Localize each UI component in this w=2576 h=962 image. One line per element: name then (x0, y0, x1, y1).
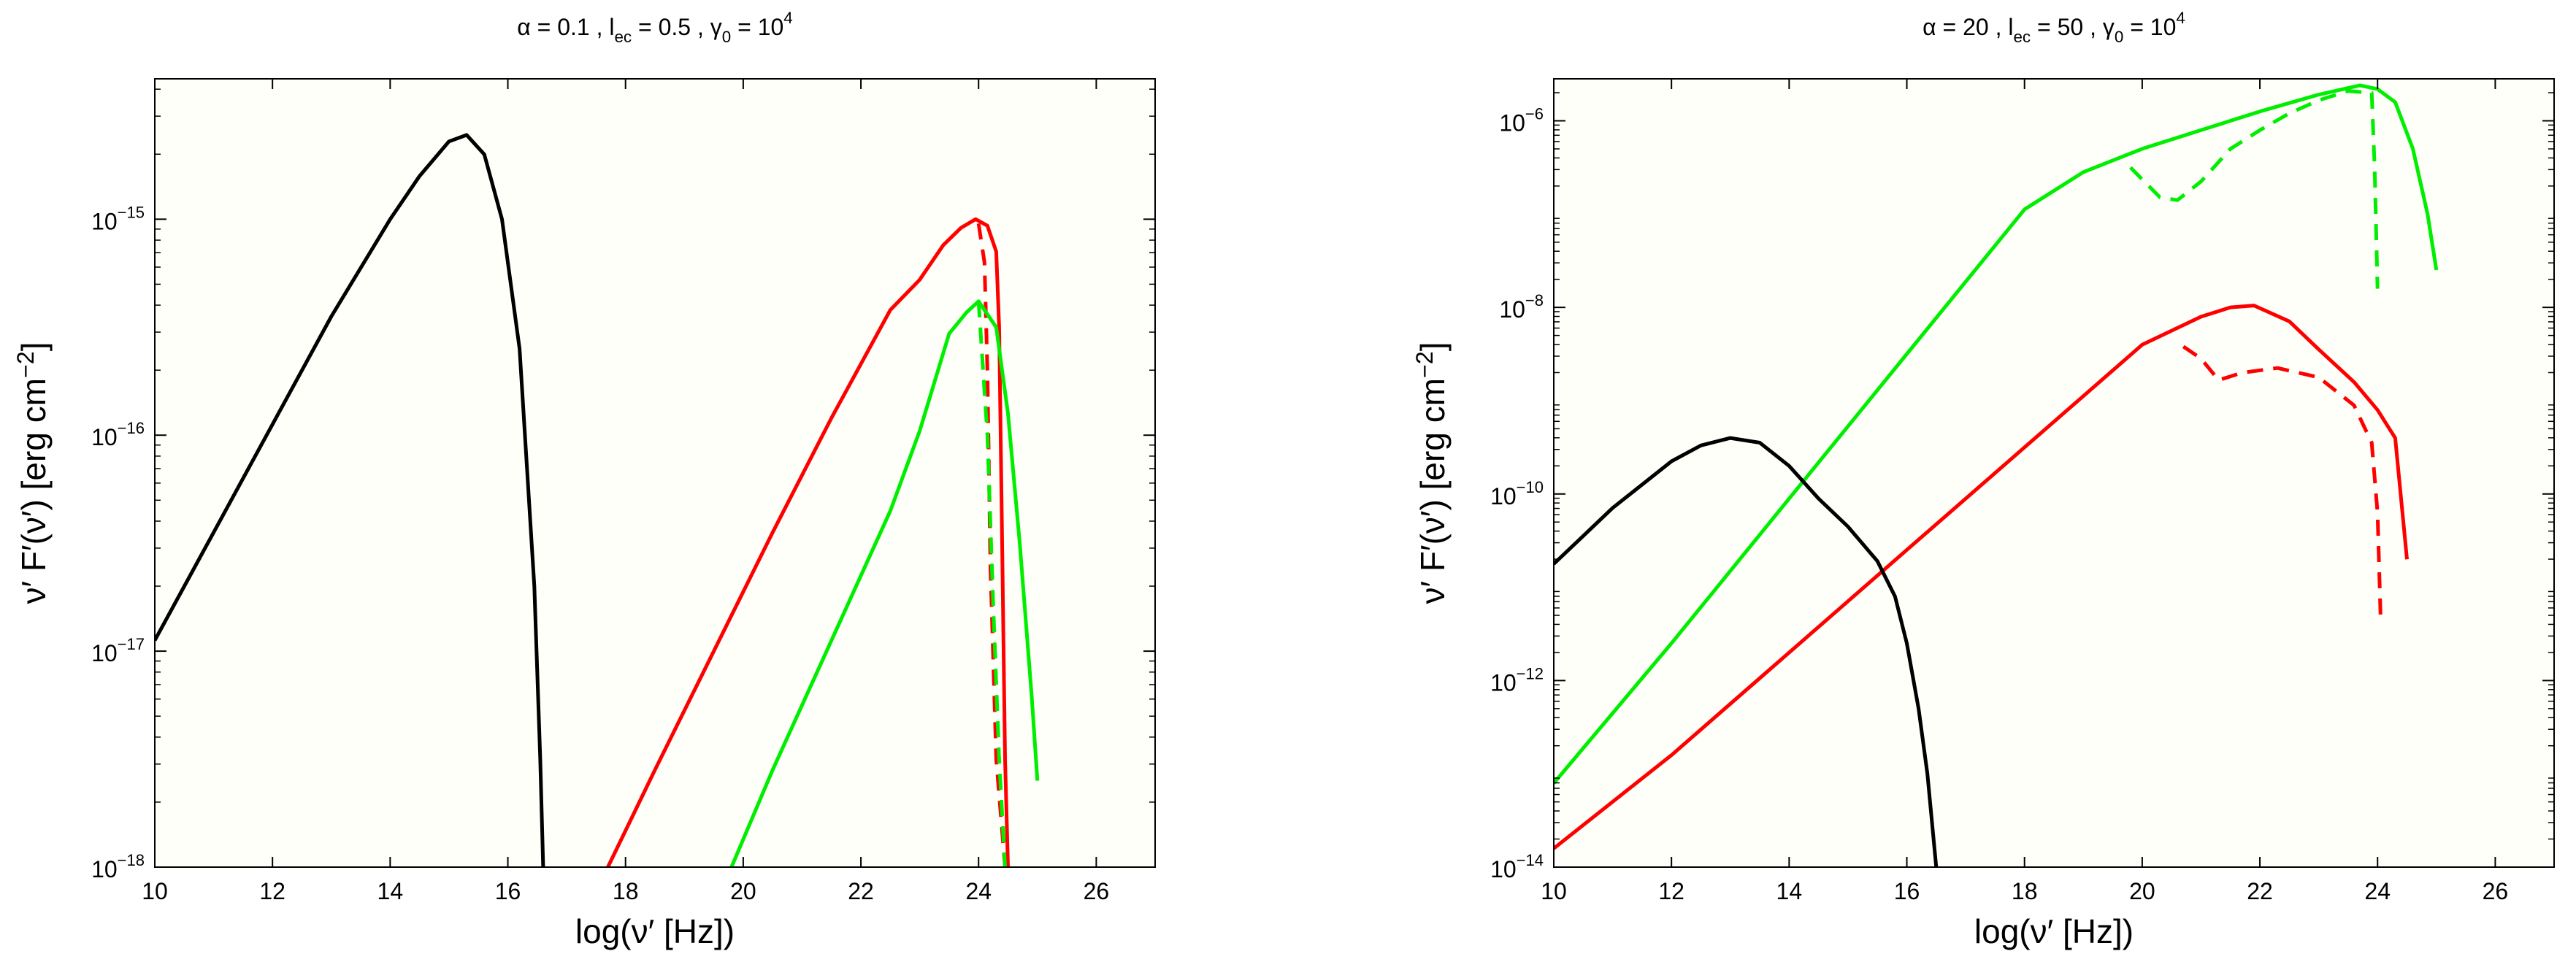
series-line-2-solid (1554, 304, 2409, 850)
series-line-0-solid (1554, 83, 2439, 785)
series-line-1-dashed (2129, 89, 2380, 289)
series-line-4-dashed (976, 301, 1007, 867)
x-tick-label: 20 (2129, 878, 2155, 904)
y-tick-exponent: −12 (1517, 664, 1544, 682)
y-axis-label-part: −2 (1411, 351, 1438, 378)
x-axis-label: log(ν′ [Hz]) (575, 912, 735, 950)
plot-frame (1553, 78, 2555, 868)
chart-title-part: 4 (2176, 9, 2185, 27)
x-tick-label: 16 (1894, 878, 1920, 904)
x-tick-label: 12 (1658, 878, 1684, 904)
x-tick-label: 20 (730, 878, 756, 904)
y-tick-base: 10 (1490, 483, 1517, 509)
chart-title-part: = 50 , γ (2031, 14, 2115, 40)
y-tick-base: 10 (1499, 296, 1525, 323)
x-tick-label: 26 (1084, 878, 1110, 904)
y-tick-label: 10−15 (91, 203, 145, 234)
x-tick-label: 18 (613, 878, 639, 904)
y-tick-label: 10−10 (1490, 478, 1544, 509)
x-tick-label: 24 (965, 878, 992, 904)
x-tick-label: 22 (2247, 878, 2273, 904)
y-tick-label: 10−12 (1490, 664, 1544, 696)
chart-title: α = 20 , lec = 50 , γ0 = 104 (1923, 9, 2185, 46)
y-axis-label-part: ν′ F′(ν′) [erg cm (15, 378, 53, 604)
y-axis-label-part: −2 (12, 351, 39, 378)
y-tick-label: 10−16 (91, 419, 145, 450)
y-tick-base: 10 (1499, 110, 1525, 136)
x-tick-label: 10 (142, 878, 168, 904)
y-tick-exponent: −6 (1525, 105, 1544, 123)
series-line-0-solid (155, 133, 545, 867)
y-tick-base: 10 (1490, 856, 1517, 882)
chart-title-part: = 10 (2123, 14, 2176, 40)
plot-frame (154, 78, 1156, 868)
y-tick-label: 10−17 (91, 635, 145, 666)
x-tick-label: 22 (848, 878, 874, 904)
chart-title-part: ec (614, 28, 632, 46)
chart-title-part: 0 (722, 28, 731, 46)
plot-area (1554, 79, 2554, 867)
chart-title-part: α = 20 , l (1923, 14, 2013, 40)
y-axis-label: ν′ F′(ν′) [erg cm−2] (1411, 342, 1452, 604)
y-tick-label: 10−14 (1490, 851, 1544, 882)
series-line-4-solid (1554, 436, 1939, 867)
y-axis-label-part: ] (15, 342, 53, 351)
chart-title-part: = 0.5 , γ (632, 14, 722, 40)
right-chart-panel: 10 12 14 16 18 20 22 24 2610−1410−1210−1010−810−… (1411, 9, 2555, 950)
x-axis-label: log(ν′ [Hz]) (1974, 912, 2134, 950)
chart-title-part: = 10 (731, 14, 783, 40)
chart-title: α = 0.1 , lec = 0.5 , γ0 = 104 (517, 9, 792, 46)
chart-title-part: 4 (783, 9, 792, 27)
x-tick-label: 16 (495, 878, 521, 904)
x-tick-label: 18 (2012, 878, 2038, 904)
y-tick-base: 10 (91, 640, 118, 666)
y-tick-exponent: −17 (118, 635, 145, 653)
series-group (155, 133, 1040, 867)
y-axis-label: ν′ F′(ν′) [erg cm−2] (12, 342, 53, 604)
y-tick-label: 10−8 (1499, 291, 1544, 323)
y-tick-exponent: −10 (1517, 478, 1544, 496)
x-tick-label: 26 (2483, 878, 2509, 904)
chart-title-part: 0 (2115, 28, 2123, 46)
x-tick-label: 10 (1541, 878, 1567, 904)
x-tick-label: 14 (377, 878, 404, 904)
series-line-3-dashed (2182, 345, 2383, 615)
y-tick-exponent: −16 (118, 419, 145, 437)
x-tick-label: 14 (1776, 878, 1803, 904)
y-tick-base: 10 (91, 208, 118, 234)
y-tick-label: 10−6 (1499, 105, 1544, 136)
y-tick-base: 10 (91, 856, 118, 882)
x-tick-label: 12 (259, 878, 285, 904)
y-axis-label-part: ] (1414, 342, 1452, 351)
y-tick-label: 10−18 (91, 851, 145, 882)
x-tick-label: 24 (2364, 878, 2391, 904)
y-tick-base: 10 (91, 424, 118, 450)
y-tick-base: 10 (1490, 669, 1517, 696)
y-tick-exponent: −8 (1525, 291, 1544, 309)
series-group (1554, 83, 2439, 867)
series-line-3-solid (729, 299, 1040, 867)
chart-title-part: ec (2013, 28, 2031, 46)
series-line-1-solid (606, 217, 1010, 867)
chart-title-part: α = 0.1 , l (517, 14, 614, 40)
y-tick-exponent: −14 (1517, 851, 1544, 869)
y-tick-exponent: −18 (118, 851, 145, 869)
y-axis-label-part: ν′ F′(ν′) [erg cm (1414, 378, 1452, 604)
y-tick-exponent: −15 (118, 203, 145, 221)
left-chart-panel: 10 12 14 16 18 20 22 24 2610−1810−1710−1610−15α … (12, 9, 1156, 950)
